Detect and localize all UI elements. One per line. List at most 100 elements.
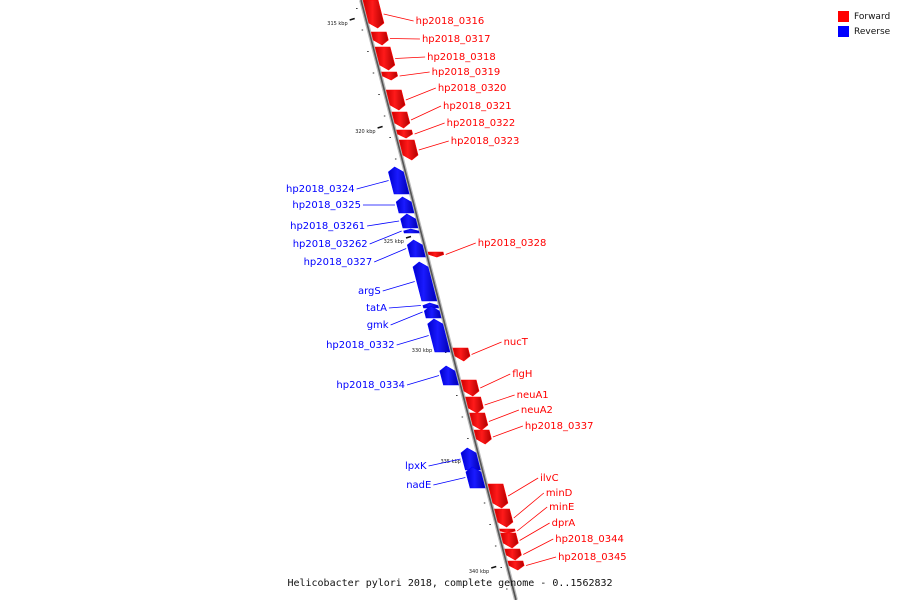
gene-feature-hp2018_0322[interactable]	[396, 129, 413, 139]
gene-label-hp2018_0316[interactable]: hp2018_0316	[416, 16, 485, 27]
gene-feature-argS[interactable]	[412, 261, 438, 302]
gene-label-dprA[interactable]: dprA	[552, 518, 576, 529]
leader-line	[480, 373, 511, 389]
gene-feature-minE[interactable]	[499, 528, 516, 534]
gene-feature-hp2018_0325[interactable]	[395, 196, 415, 214]
leader-line	[369, 230, 402, 245]
minor-tick	[494, 545, 497, 547]
gene-label-hp2018_0322[interactable]: hp2018_0322	[447, 118, 516, 129]
gene-label-hp2018_0325[interactable]: hp2018_0325	[292, 200, 361, 211]
gene-feature-hp2018_0324[interactable]	[388, 166, 410, 195]
genome-backbone	[359, 0, 518, 600]
leader-line	[484, 394, 515, 406]
leader-line	[488, 409, 520, 422]
leader-line	[445, 242, 476, 255]
leader-line	[383, 13, 414, 22]
gene-feature-gmk[interactable]	[423, 305, 442, 319]
gene-label-neuA1[interactable]: neuA1	[517, 390, 549, 401]
gene-label-hp2018_0327[interactable]: hp2018_0327	[304, 257, 373, 268]
gene-label-tatA[interactable]: tatA	[366, 303, 387, 314]
tick-label: 335 kbp	[440, 459, 460, 465]
minor-tick	[461, 416, 464, 418]
leader-line	[414, 122, 445, 135]
gene-label-lpxK[interactable]: lpxK	[405, 461, 427, 472]
minor-tick	[394, 158, 397, 160]
gene-feature-hp2018_0328[interactable]	[427, 251, 445, 258]
gene-feature-neuA2[interactable]	[469, 412, 489, 431]
minor-tick	[489, 524, 491, 525]
legend-forward: Forward	[838, 9, 890, 24]
gene-label-hp2018_0321[interactable]: hp2018_0321	[443, 101, 512, 112]
gene-feature-neuA1[interactable]	[465, 396, 484, 414]
gene-feature-hp2018_0318[interactable]	[374, 46, 396, 71]
gene-label-minE[interactable]: minE	[549, 502, 574, 513]
gene-feature-hp2018_03261[interactable]	[400, 213, 419, 229]
minor-tick	[361, 29, 364, 31]
gene-label-nadE[interactable]: nadE	[406, 480, 431, 491]
gene-feature-hp2018_0317[interactable]	[370, 31, 389, 46]
gene-label-hp2018_0324[interactable]: hp2018_0324	[286, 184, 355, 195]
leader-line	[367, 220, 400, 227]
gene-label-flgH[interactable]: flgH	[512, 369, 532, 380]
leader-line	[405, 87, 436, 101]
gene-feature-hp2018_0319[interactable]	[381, 71, 398, 81]
gene-label-hp2018_0320[interactable]: hp2018_0320	[438, 83, 507, 94]
leader-line	[519, 522, 550, 541]
gene-feature-hp2018_0323[interactable]	[398, 139, 419, 161]
minor-tick	[372, 72, 375, 74]
gene-feature-hp2018_0334[interactable]	[439, 365, 459, 386]
gene-feature-hp2018_0316[interactable]	[362, 0, 385, 29]
gene-feature-minD[interactable]	[494, 508, 514, 528]
gene-feature-nadE[interactable]	[465, 466, 486, 489]
gene-label-neuA2[interactable]: neuA2	[521, 405, 553, 416]
gene-label-gmk[interactable]: gmk	[367, 320, 389, 331]
forward-swatch	[838, 11, 849, 22]
gene-label-hp2018_0344[interactable]: hp2018_0344	[555, 534, 624, 545]
minor-tick	[483, 502, 486, 504]
gene-label-argS[interactable]: argS	[358, 286, 381, 297]
reverse-swatch	[838, 26, 849, 37]
leader-line	[471, 341, 502, 355]
gene-feature-hp2018_0321[interactable]	[391, 111, 411, 129]
gene-label-nucT[interactable]: nucT	[504, 337, 529, 348]
gene-feature-ilvC[interactable]	[487, 483, 509, 509]
gene-feature-hp2018_0332[interactable]	[427, 318, 451, 353]
gene-label-hp2018_0328[interactable]: hp2018_0328	[478, 238, 547, 249]
gene-label-hp2018_0337[interactable]: hp2018_0337	[525, 421, 594, 432]
gene-feature-hp2018_03262[interactable]	[403, 228, 420, 234]
gene-label-hp2018_0345[interactable]: hp2018_0345	[558, 552, 627, 563]
gene-label-hp2018_03261[interactable]: hp2018_03261	[290, 221, 365, 232]
gene-label-hp2018_0323[interactable]: hp2018_0323	[451, 136, 520, 147]
gene-label-hp2018_0332[interactable]: hp2018_0332	[326, 340, 395, 351]
gene-feature-hp2018_0320[interactable]	[385, 89, 406, 111]
gene-label-hp2018_0317[interactable]: hp2018_0317	[422, 34, 491, 45]
legend-forward-label: Forward	[854, 11, 891, 22]
gene-feature-dprA[interactable]	[500, 532, 519, 549]
gene-label-hp2018_0318[interactable]: hp2018_0318	[427, 52, 496, 63]
leader-line	[406, 375, 440, 386]
tick-label: 315 kbp	[327, 21, 347, 27]
leader-line	[507, 477, 539, 497]
tick-label: 330 kbp	[412, 348, 432, 354]
gene-label-minD[interactable]: minD	[546, 488, 573, 499]
leader-line	[388, 305, 421, 309]
gene-feature-flgH[interactable]	[460, 379, 480, 397]
minor-tick	[367, 51, 369, 52]
minor-tick	[356, 8, 358, 9]
legend-reverse: Reverse	[838, 24, 890, 39]
gene-label-hp2018_03262[interactable]: hp2018_03262	[293, 239, 368, 250]
gene-feature-hp2018_0327[interactable]	[406, 239, 426, 258]
gene-feature-hp2018_0344[interactable]	[504, 548, 522, 561]
leader-line	[516, 506, 548, 532]
tick-325kbp: 325 kbp	[384, 235, 412, 245]
gene-feature-hp2018_0337[interactable]	[473, 429, 492, 445]
tick-label: 325 kbp	[384, 239, 404, 245]
gene-feature-nucT[interactable]	[452, 347, 471, 362]
tick-label: 320 kbp	[355, 129, 375, 135]
leader-line	[374, 248, 407, 263]
gene-label-ilvC[interactable]: ilvC	[540, 473, 558, 484]
leader-line	[396, 335, 429, 346]
gene-label-hp2018_0334[interactable]: hp2018_0334	[336, 380, 405, 391]
gene-label-hp2018_0319[interactable]: hp2018_0319	[432, 67, 501, 78]
gene-feature-hp2018_0345[interactable]	[507, 560, 525, 571]
